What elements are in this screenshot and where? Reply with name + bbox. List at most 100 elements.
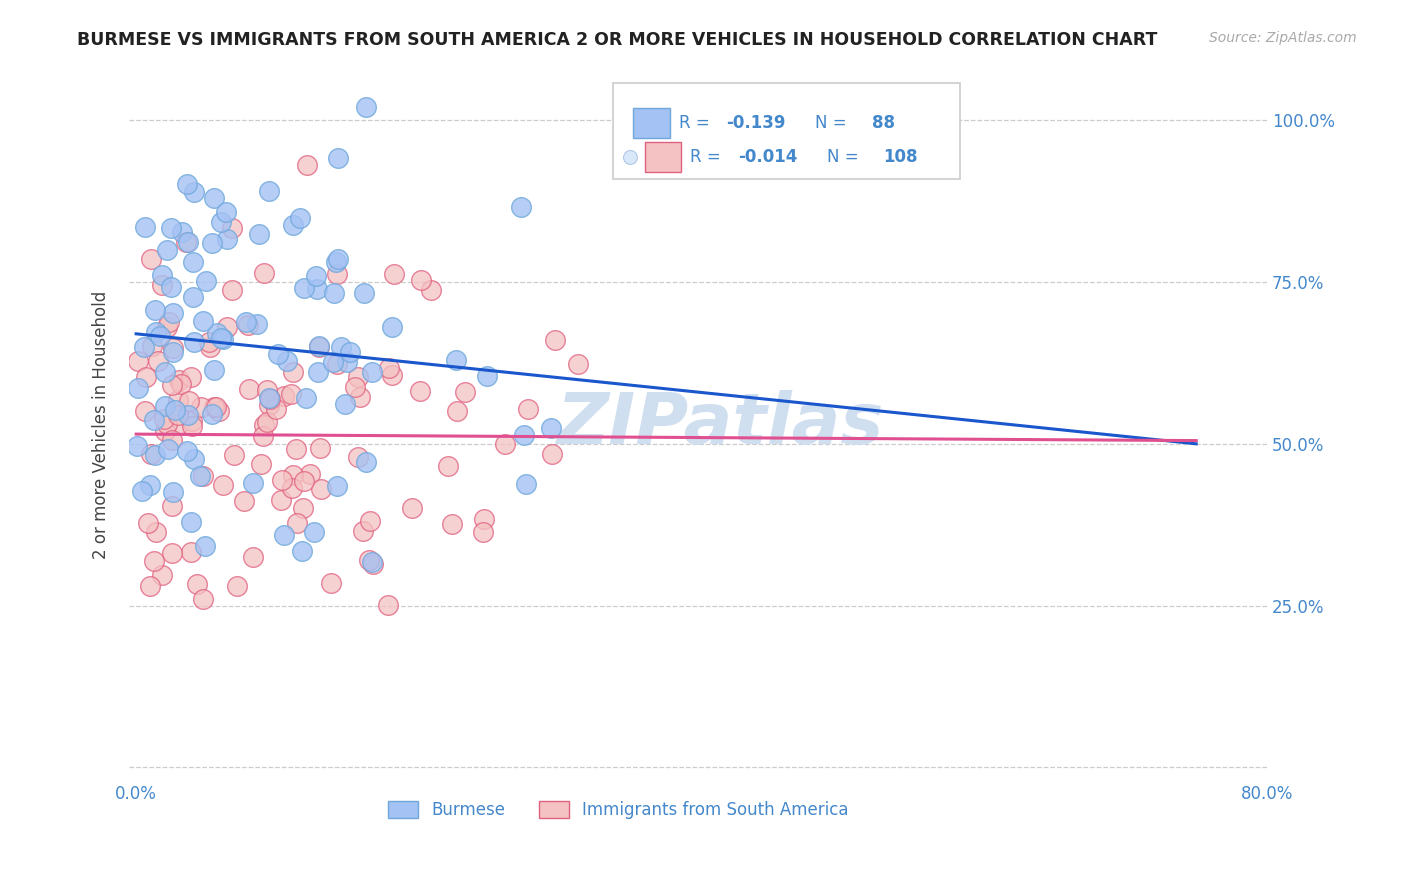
Point bbox=[264, 401, 287, 416]
Point bbox=[401, 500, 423, 515]
Point bbox=[139, 579, 162, 593]
Point bbox=[326, 151, 349, 165]
Point bbox=[307, 366, 329, 380]
Point bbox=[167, 373, 190, 387]
Point bbox=[323, 285, 346, 300]
Point bbox=[305, 282, 328, 296]
Point bbox=[294, 392, 316, 406]
Point bbox=[238, 382, 260, 396]
Point bbox=[193, 469, 215, 483]
Point bbox=[209, 331, 232, 345]
FancyBboxPatch shape bbox=[644, 142, 681, 172]
Point bbox=[266, 347, 288, 361]
Point bbox=[202, 362, 225, 376]
Point bbox=[308, 340, 330, 354]
Point bbox=[142, 413, 165, 427]
Point bbox=[253, 417, 276, 432]
Point bbox=[162, 306, 184, 320]
Point bbox=[295, 158, 318, 172]
Point bbox=[167, 393, 190, 408]
Point bbox=[160, 433, 183, 447]
Point bbox=[134, 220, 156, 235]
Point bbox=[305, 269, 328, 284]
Point bbox=[194, 539, 217, 553]
Point bbox=[381, 319, 404, 334]
Point bbox=[292, 501, 315, 516]
Point bbox=[292, 281, 315, 295]
Point bbox=[256, 415, 278, 429]
Point bbox=[156, 417, 179, 432]
Point bbox=[281, 218, 304, 232]
Y-axis label: 2 or more Vehicles in Household: 2 or more Vehicles in Household bbox=[93, 290, 110, 558]
Point bbox=[156, 442, 179, 456]
Point bbox=[308, 441, 330, 455]
Point bbox=[177, 235, 200, 249]
Point bbox=[127, 381, 149, 395]
Point bbox=[226, 579, 249, 593]
Point bbox=[353, 285, 375, 300]
Point bbox=[292, 474, 315, 488]
Point bbox=[221, 283, 243, 297]
Point bbox=[162, 341, 184, 355]
Point bbox=[167, 417, 190, 431]
Point bbox=[201, 236, 224, 251]
Point bbox=[333, 397, 356, 411]
Point bbox=[285, 442, 308, 456]
Point bbox=[198, 340, 221, 354]
Point bbox=[201, 407, 224, 421]
Point bbox=[409, 273, 432, 287]
Point bbox=[325, 479, 347, 493]
Text: 108: 108 bbox=[883, 148, 918, 166]
Point bbox=[176, 235, 198, 249]
Point bbox=[308, 339, 330, 353]
Point bbox=[349, 391, 371, 405]
Point bbox=[347, 370, 370, 384]
Point bbox=[215, 204, 238, 219]
Point bbox=[252, 429, 274, 443]
Point bbox=[136, 516, 159, 530]
Point bbox=[143, 303, 166, 318]
Point bbox=[163, 403, 186, 417]
Point bbox=[156, 319, 179, 334]
Point bbox=[153, 424, 176, 438]
Text: N =: N = bbox=[827, 148, 863, 166]
Point bbox=[183, 185, 205, 199]
Point bbox=[177, 393, 200, 408]
Point bbox=[382, 268, 405, 282]
Point bbox=[475, 369, 498, 384]
Point bbox=[155, 365, 177, 379]
Point bbox=[180, 414, 202, 428]
Point bbox=[257, 391, 280, 405]
Point bbox=[190, 400, 212, 414]
Point bbox=[273, 528, 295, 542]
Point bbox=[309, 482, 332, 496]
Point bbox=[444, 352, 467, 367]
Point bbox=[150, 568, 173, 582]
Point bbox=[302, 525, 325, 540]
Point bbox=[135, 370, 157, 384]
Point bbox=[472, 512, 495, 526]
Point bbox=[205, 400, 228, 414]
Point bbox=[357, 553, 380, 567]
Point bbox=[446, 403, 468, 417]
Point bbox=[360, 365, 382, 379]
Point bbox=[145, 525, 167, 540]
Point bbox=[180, 370, 202, 384]
Text: 88: 88 bbox=[872, 113, 896, 132]
Text: Source: ZipAtlas.com: Source: ZipAtlas.com bbox=[1209, 31, 1357, 45]
Point bbox=[298, 467, 321, 482]
Text: R =: R = bbox=[690, 148, 725, 166]
Point bbox=[180, 515, 202, 529]
Point bbox=[143, 448, 166, 462]
Point bbox=[176, 177, 198, 191]
Point bbox=[281, 467, 304, 482]
Point bbox=[354, 100, 377, 114]
Point bbox=[257, 184, 280, 198]
Point bbox=[160, 546, 183, 560]
Point bbox=[256, 383, 278, 397]
Text: N =: N = bbox=[815, 113, 852, 132]
Point bbox=[319, 576, 342, 591]
Point bbox=[134, 340, 156, 354]
Point bbox=[409, 384, 432, 399]
Point bbox=[326, 357, 349, 371]
